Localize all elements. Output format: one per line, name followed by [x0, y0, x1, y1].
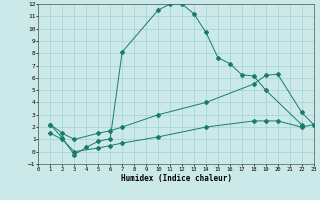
X-axis label: Humidex (Indice chaleur): Humidex (Indice chaleur)	[121, 174, 231, 183]
